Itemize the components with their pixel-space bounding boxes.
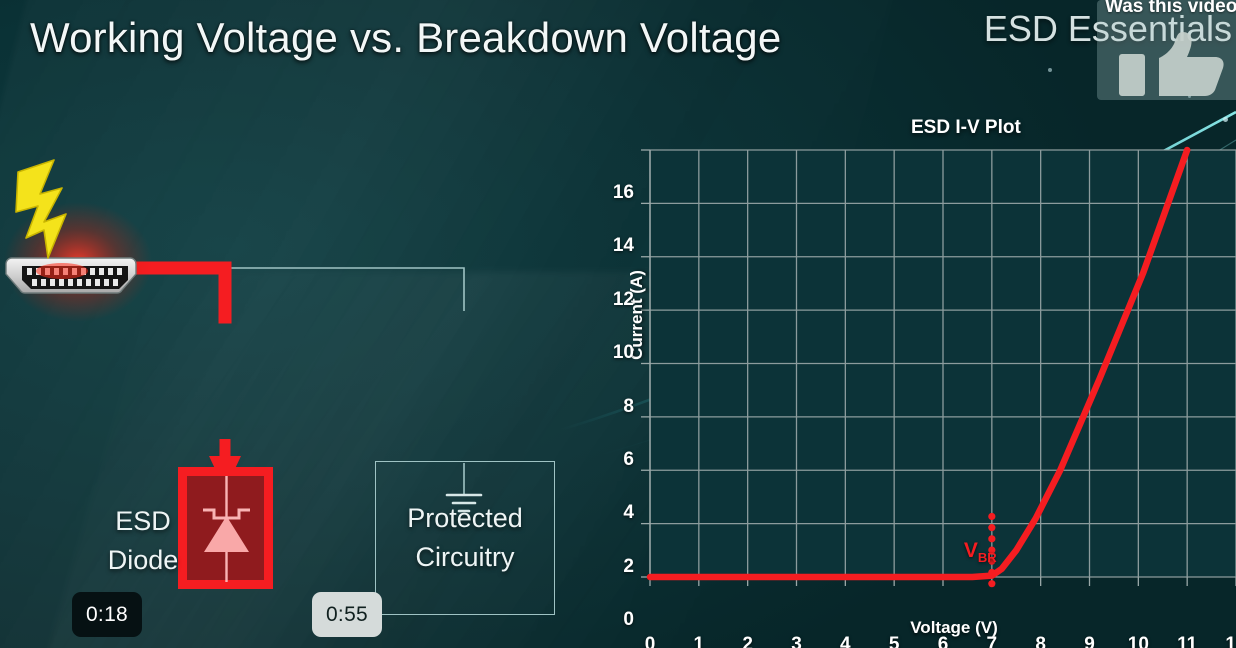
chart-y-tick: 2 (623, 555, 634, 577)
vbr-label: V (963, 538, 978, 562)
breakdown-voltage-annotation: VBR (964, 539, 997, 565)
chart-y-tick: 14 (612, 235, 634, 257)
chart-x-axis-label: Voltage (V) (910, 618, 998, 637)
circuit-diagram: ESD Diode Protected Circuitry (0, 150, 600, 615)
chart-x-tick: 10 (1127, 634, 1149, 648)
chart-y-tick: 0 (623, 609, 634, 630)
protected-circuitry-box: Protected Circuitry (375, 461, 555, 615)
protected-circuitry-label: Protected Circuitry (407, 499, 523, 577)
esd-diode-label: ESD Diode (88, 502, 198, 580)
chart-x-tick: 2 (742, 634, 753, 648)
page-title: Working Voltage vs. Breakdown Voltage (30, 14, 782, 61)
chart-plot-area (641, 146, 1236, 588)
video-feedback-overlay[interactable]: Was this video (1097, 0, 1236, 100)
chart-y-tick: 8 (623, 395, 634, 417)
chart-x-tick: 4 (840, 634, 851, 648)
chart-y-tick: 12 (612, 288, 634, 310)
timestamp-badge-current[interactable]: 0:18 (72, 592, 142, 637)
signal-wire (140, 267, 465, 311)
timestamp-badge-total[interactable]: 0:55 (312, 592, 382, 637)
chart-y-axis-label: Current (A) (627, 270, 646, 360)
lightning-bolt-icon (15, 159, 67, 259)
chart-y-tick: 4 (623, 502, 634, 524)
chart-x-tick: 7 (986, 634, 998, 648)
chart-y-tick: 6 (623, 448, 634, 470)
chart-x-tick: 11 (1177, 634, 1198, 648)
chart-x-tick: 1 (693, 634, 705, 648)
esd-diode-label-line1: ESD (115, 506, 171, 536)
circuit-svg (4, 159, 483, 513)
esd-iv-chart: ESD I-V Plot Current (A) Voltage (V) 0 2 4… (580, 105, 1236, 648)
tvs-zener-diode-symbol (203, 476, 250, 582)
chart-x-tick: 6 (937, 634, 949, 648)
chart-x-tick: 9 (1084, 634, 1095, 648)
protected-label-line2: Circuitry (415, 542, 515, 572)
surge-current-path (125, 261, 232, 324)
vbr-sublabel: BR (977, 549, 997, 565)
chart-y-tick: 16 (612, 182, 634, 203)
chart-y-tick: 10 (612, 342, 634, 364)
hdmi-connector-icon (5, 257, 137, 294)
chart-x-tick: 8 (1035, 634, 1046, 648)
esd-diode-label-line2: Diode (107, 545, 179, 576)
chart-x-tick: 5 (888, 634, 900, 648)
chart-x-tick: 0 (644, 634, 656, 648)
ground-icon-protected (445, 493, 483, 513)
thumbs-up-icon[interactable] (1119, 32, 1236, 96)
protected-label-line1: Protected (407, 502, 523, 533)
esd-diode-box (178, 467, 273, 589)
chart-x-tick: 12 (1225, 634, 1236, 648)
chart-title: ESD I-V Plot (911, 117, 1021, 138)
chart-x-tick: 3 (791, 634, 802, 648)
feedback-question: Was this video (1105, 0, 1236, 17)
